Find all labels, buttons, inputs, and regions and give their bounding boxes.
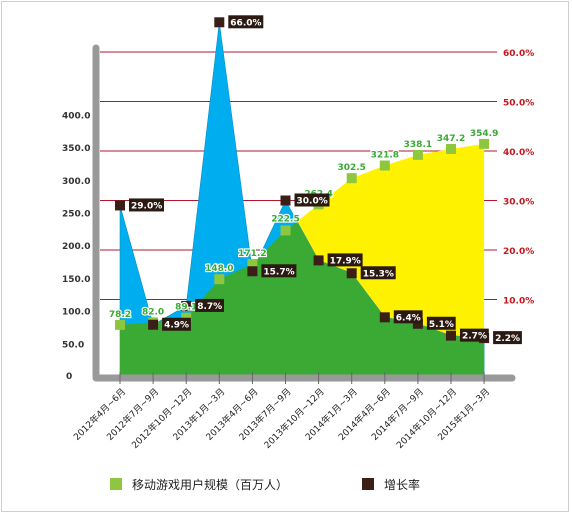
rate-point bbox=[280, 195, 291, 206]
rate-point bbox=[379, 312, 390, 323]
rate-point bbox=[346, 268, 357, 279]
rate-label-bg bbox=[261, 264, 297, 278]
category-label: 2014年10月~12月 bbox=[394, 386, 459, 451]
rate-data-label: 5.1% bbox=[429, 320, 454, 330]
left-tick-label: 0 bbox=[66, 372, 72, 382]
right-tick-label: 30.0% bbox=[503, 198, 534, 208]
users-point bbox=[115, 319, 125, 330]
rate-data-label: 30.0% bbox=[297, 197, 328, 207]
legend-rate-label: 增长率 bbox=[384, 477, 421, 492]
right-tick-label: 40.0% bbox=[503, 148, 534, 158]
rate-point bbox=[214, 17, 225, 28]
rate-label-bg bbox=[460, 328, 489, 342]
rate-data-label: 15.3% bbox=[363, 269, 394, 279]
rate-label-bg bbox=[162, 317, 191, 331]
rate-point bbox=[115, 200, 125, 211]
users-data-label: 354.9 bbox=[470, 129, 498, 139]
rate-point bbox=[247, 266, 258, 277]
rate-data-label: 66.0% bbox=[230, 18, 261, 28]
left-tick-label: 400.0 bbox=[62, 111, 90, 121]
left-tick-label: 50.0 bbox=[62, 340, 84, 350]
users-data-label: 171.2 bbox=[238, 249, 266, 259]
rate-label-bg bbox=[426, 316, 456, 330]
left-tick-label: 100.0 bbox=[62, 308, 90, 318]
rate-label-bg bbox=[294, 193, 330, 207]
right-tick-label: 10.0% bbox=[503, 297, 534, 307]
left-tick-label: 350.0 bbox=[62, 144, 90, 154]
users-point bbox=[181, 312, 192, 323]
users-point bbox=[280, 225, 291, 236]
users-data-label: 347.2 bbox=[437, 134, 465, 144]
rate-data-label: 2.2% bbox=[495, 334, 520, 344]
legend-rate: 增长率 bbox=[362, 475, 420, 493]
right-tick-label: 60.0% bbox=[503, 49, 534, 59]
category-label: 2013年10月~12月 bbox=[261, 386, 326, 451]
users-data-label: 302.5 bbox=[337, 163, 365, 173]
rate-point bbox=[446, 330, 456, 341]
left-tick-label: 200.0 bbox=[62, 242, 90, 252]
users-point bbox=[412, 149, 423, 160]
right-tick-label: 50.0% bbox=[503, 99, 534, 109]
rate-data-label: 6.4% bbox=[396, 313, 421, 323]
users-data-label: 338.1 bbox=[404, 140, 432, 150]
rate-label-bg bbox=[393, 310, 423, 324]
rate-data-label: 8.7% bbox=[197, 302, 222, 312]
right-tick-label: 20.0% bbox=[503, 247, 534, 257]
users-data-label: 89.1 bbox=[175, 303, 197, 313]
rate-label-bg bbox=[360, 266, 396, 280]
rate-point bbox=[313, 255, 324, 266]
left-tick-label: 150.0 bbox=[62, 275, 90, 285]
users-point bbox=[379, 160, 390, 171]
users-data-label: 148.0 bbox=[205, 264, 233, 274]
rate-data-label: 4.9% bbox=[164, 321, 189, 331]
rate-label-bg bbox=[228, 15, 264, 29]
users-point bbox=[479, 138, 490, 149]
rate-point bbox=[181, 300, 192, 311]
legend-users-swatch bbox=[110, 478, 122, 490]
rate-point bbox=[148, 319, 159, 330]
rate-data-label: 17.9% bbox=[330, 256, 361, 266]
users-point bbox=[346, 173, 357, 184]
rate-label-bg bbox=[327, 253, 363, 267]
legend-users: 移动游戏用户规模（百万人） bbox=[110, 475, 288, 493]
rate-data-label: 2.7% bbox=[462, 332, 487, 342]
left-tick-label: 300.0 bbox=[62, 177, 90, 187]
rate-label-bg bbox=[493, 331, 522, 345]
users-data-label: 222.5 bbox=[271, 214, 299, 224]
rate-point bbox=[412, 318, 423, 329]
rate-label-bg bbox=[195, 298, 224, 312]
users-data-label: 78.2 bbox=[109, 310, 131, 320]
legend-users-label: 移动游戏用户规模（百万人） bbox=[132, 477, 289, 492]
rate-data-label: 29.0% bbox=[131, 201, 162, 211]
users-data-label: 321.8 bbox=[371, 151, 399, 161]
users-point bbox=[446, 143, 456, 154]
rate-data-label: 15.7% bbox=[263, 267, 294, 277]
users-point bbox=[214, 274, 225, 285]
left-tick-label: 250.0 bbox=[62, 210, 90, 220]
rate-label-bg bbox=[129, 198, 164, 212]
legend-rate-swatch bbox=[362, 478, 374, 490]
category-label: 2012年10月~12月 bbox=[129, 386, 194, 451]
users-data-label: 82.0 bbox=[142, 307, 164, 317]
users-point bbox=[247, 259, 258, 270]
